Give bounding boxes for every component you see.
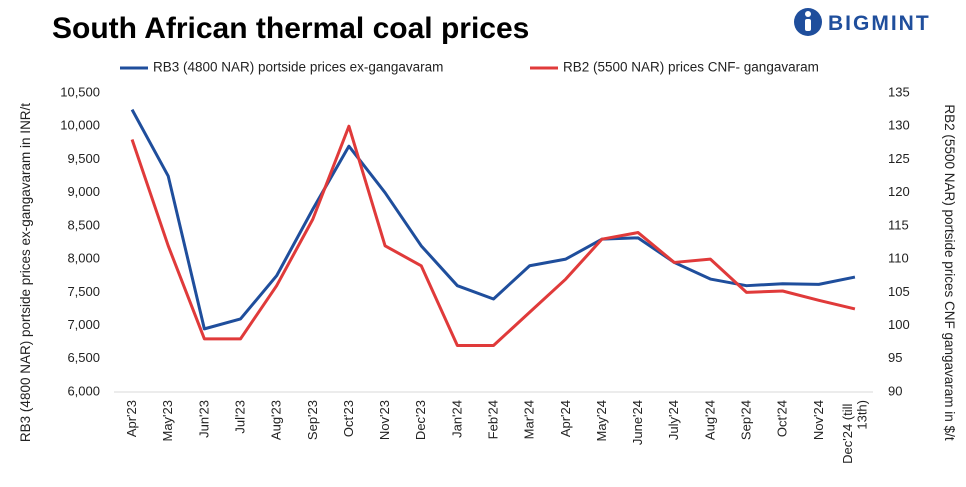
x-tick-label: Dec'23 (413, 400, 428, 440)
x-tick-label: Jan'24 (449, 400, 464, 438)
y-tick-label: 6,000 (67, 383, 100, 398)
x-tick-label: Sep'23 (305, 400, 320, 440)
y2-tick-label: 100 (888, 317, 910, 332)
chart-title: South African thermal coal prices (52, 12, 529, 45)
x-tick-label: Nov'24 (811, 400, 826, 440)
x-tick-label: Dec'24 (till 13th) (840, 400, 870, 464)
x-tick-label: Aug'24 (702, 400, 717, 440)
y2-tick-label: 125 (888, 151, 910, 166)
series-line (130, 124, 856, 347)
y2-tick-label: 115 (888, 217, 909, 232)
y-axis-title: RB3 (4800 NAR) portside prices ex-gangav… (18, 103, 33, 442)
x-tick-label: Feb'24 (486, 400, 501, 439)
legend-label: RB2 (5500 NAR) prices CNF- gangavaram (563, 60, 819, 75)
logo-icon-head (805, 11, 811, 17)
y-tick-label: 9,500 (67, 151, 100, 166)
y2-axis-title: RB2 (5500 NAR) portside prices CNF ganga… (942, 104, 957, 440)
y2-tick-label: 95 (888, 350, 902, 365)
y-tick-label: 10,500 (60, 84, 100, 99)
x-tick-label: Oct'24 (775, 400, 790, 437)
y-tick-label: 9,000 (67, 184, 100, 199)
x-tick-label: Jun'23 (196, 400, 211, 438)
y2-tick-label: 135 (888, 84, 910, 99)
x-tick-label: May'24 (594, 400, 609, 442)
x-tick-label: Sep'24 (739, 400, 754, 440)
legend-label: RB3 (4800 NAR) portside prices ex-gangav… (153, 60, 443, 75)
y2-tick-label: 90 (888, 383, 902, 398)
x-tick-label: Apr'23 (124, 400, 139, 437)
logo: BIGMINT (794, 8, 931, 36)
x-tick-label: July'24 (666, 400, 681, 440)
y-tick-label: 7,000 (67, 317, 100, 332)
y-tick-label: 10,000 (60, 118, 100, 133)
y2-tick-label: 110 (888, 251, 909, 266)
y-tick-label: 7,500 (67, 284, 100, 299)
x-tick-label: June'24 (630, 400, 645, 445)
y-tick-label: 6,500 (67, 350, 100, 365)
series-line (130, 108, 856, 331)
x-tick-label: May'23 (160, 400, 175, 442)
x-tick-label: Mar'24 (522, 400, 537, 439)
x-tick-label: Aug'23 (269, 400, 284, 440)
y2-tick-label: 120 (888, 184, 910, 199)
logo-icon-body (805, 19, 811, 31)
x-tick-label: Oct'23 (341, 400, 356, 437)
y2-tick-label: 130 (888, 118, 910, 133)
brand: BIGMINT (828, 12, 931, 35)
x-tick-label: Jul'23 (233, 400, 248, 434)
x-tick-label: Apr'24 (558, 400, 573, 437)
x-tick-label: Nov'23 (377, 400, 392, 440)
y2-tick-label: 105 (888, 284, 910, 299)
y-tick-label: 8,000 (67, 251, 100, 266)
y-tick-label: 8,500 (67, 217, 100, 232)
